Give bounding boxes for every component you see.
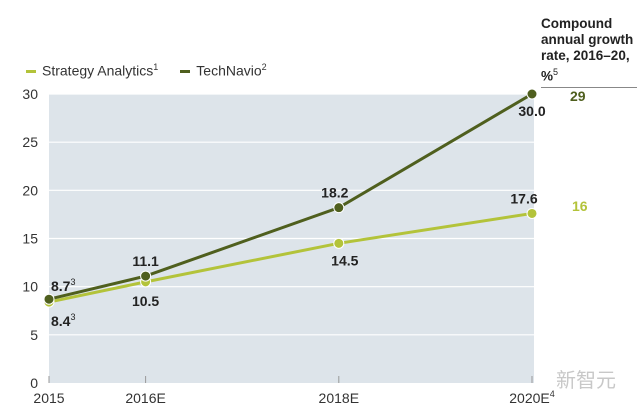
y-tick-label: 20	[22, 182, 38, 198]
cagr-technavio: 29	[570, 88, 586, 104]
y-tick-label: 10	[22, 279, 38, 295]
legend: Strategy Analytics1 TechNavio2	[26, 62, 267, 79]
data-point	[43, 293, 55, 305]
data-label: 8.73	[51, 277, 75, 294]
data-label: 17.6	[510, 190, 537, 206]
series-line-strategy-analytics	[48, 211, 533, 304]
cagr-header-text: Compound annual growth rate, 2016–20, %	[541, 16, 634, 84]
x-tick-label: 2015	[33, 390, 64, 406]
legend-label: Strategy Analytics	[42, 62, 154, 79]
data-point	[333, 202, 345, 214]
legend-swatch	[180, 70, 191, 74]
y-tick-label: 15	[22, 231, 38, 247]
data-point	[140, 270, 152, 282]
data-label: 11.1	[132, 253, 159, 269]
x-tick-label: 2016E	[125, 390, 165, 406]
y-tick-label: 25	[22, 134, 38, 150]
data-label: 10.5	[132, 293, 159, 309]
legend-swatch	[26, 70, 36, 74]
data-label: 18.2	[321, 185, 348, 201]
x-tick-label: 2020E4	[509, 389, 555, 406]
data-point	[526, 88, 538, 100]
data-point	[526, 207, 538, 219]
y-tick-label: 30	[22, 86, 38, 102]
legend-label: TechNavio	[196, 62, 262, 79]
data-label: 8.43	[51, 312, 75, 329]
data-point	[333, 237, 345, 249]
legend-superscript: 2	[261, 62, 267, 72]
watermark: 新智元	[556, 369, 616, 392]
y-tick-label: 0	[30, 375, 38, 391]
cagr-strategy-analytics: 16	[572, 198, 588, 214]
cagr-header-superscript: 5	[553, 67, 559, 77]
legend-item-technavio: TechNavio2	[180, 62, 267, 79]
x-tick-label: 2018E	[319, 390, 359, 406]
data-label: 30.0	[518, 103, 545, 119]
legend-superscript: 1	[153, 62, 159, 72]
cagr-header: Compound annual growth rate, 2016–20, %5	[541, 16, 637, 88]
data-label: 14.5	[331, 252, 358, 268]
series-line-technavio	[48, 92, 533, 301]
legend-item-strategy-analytics: Strategy Analytics1	[26, 62, 158, 79]
y-tick-label: 5	[30, 327, 38, 343]
